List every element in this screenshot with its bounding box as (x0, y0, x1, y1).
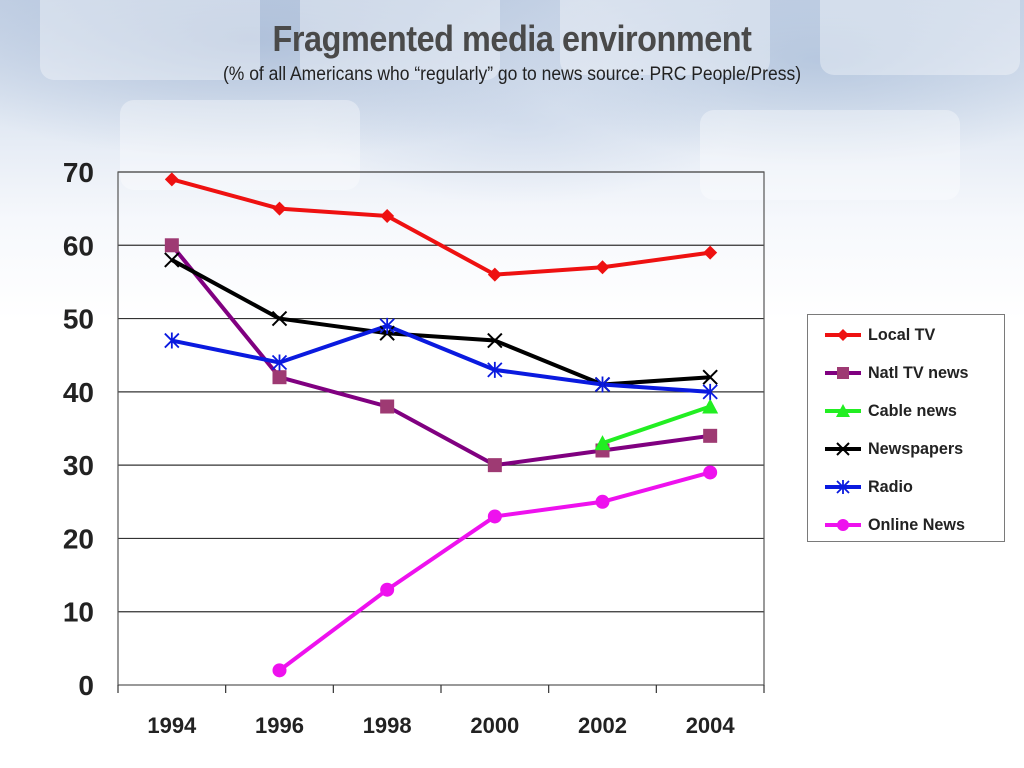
y-tick-label: 40 (63, 377, 94, 408)
data-point-newspapers (487, 332, 503, 349)
data-point-local-tv (272, 201, 287, 216)
plot-area-frame (117, 171, 765, 686)
y-tick-label: 70 (63, 157, 94, 188)
data-point-online-news (272, 663, 287, 678)
legend-label: Newspapers (868, 439, 964, 458)
y-tick-label: 20 (63, 523, 94, 554)
legend-marker (836, 442, 850, 456)
data-point-newspapers (271, 310, 288, 327)
keyboard-key-shape (120, 100, 360, 190)
legend-label: Local TV (868, 325, 936, 344)
legend-swatch (825, 519, 861, 531)
legend-item-natl-tv-news: Natl TV news (808, 358, 1006, 388)
data-point-natl-tv-news (272, 370, 287, 385)
series-line-natl-tv-news (170, 244, 711, 468)
data-point-radio (702, 383, 718, 400)
data-point-cable-news (702, 398, 719, 414)
data-point-local-tv (164, 172, 179, 187)
slide-subtitle: (% of all Americans who “regularly” go t… (222, 64, 802, 85)
legend-marker (836, 404, 850, 417)
legend-label: Radio (868, 477, 913, 496)
legend-marker (837, 329, 849, 341)
data-point-radio (379, 317, 395, 334)
y-tick-label: 0 (78, 670, 94, 701)
data-point-online-news (487, 509, 502, 524)
series-line-newspapers (170, 258, 711, 387)
y-tick-label: 30 (63, 450, 94, 481)
legend-item-online-news: Online News (808, 510, 1006, 540)
legend-label: Online News (868, 515, 965, 534)
chart-legend: Local TV Natl TV news Cable news Newspapers… (807, 314, 1005, 542)
keyboard-key-shape (40, 0, 260, 80)
legend-label: Natl TV news (868, 363, 969, 382)
data-point-natl-tv-news (164, 238, 179, 253)
keyboard-key-shape (820, 0, 1020, 75)
data-point-newspapers (702, 369, 718, 385)
legend-item-radio: Radio (808, 472, 1006, 502)
data-point-online-news (595, 494, 610, 509)
data-point-local-tv (380, 208, 395, 223)
data-point-online-news (703, 465, 718, 480)
x-tick-label: 2004 (686, 713, 736, 738)
data-point-radio (164, 332, 180, 349)
data-point-radio (594, 376, 611, 393)
legend-swatch (825, 442, 861, 456)
data-point-natl-tv-news (703, 428, 718, 443)
keyboard-key-shape (300, 0, 500, 80)
keyboard-key-shape (560, 0, 770, 75)
series-line-online-news (278, 470, 711, 672)
x-tick-label: 1998 (363, 713, 412, 738)
y-tick-label: 10 (63, 597, 94, 628)
y-tick-label: 50 (63, 304, 94, 335)
data-point-natl-tv-news (487, 458, 502, 473)
slide-title: Fragmented media environment (272, 18, 752, 59)
data-point-local-tv (487, 267, 502, 282)
legend-swatch (825, 404, 861, 417)
y-tick-label: 60 (63, 230, 94, 261)
series-line-cable-news (601, 404, 711, 446)
legend-item-local-tv: Local TV (808, 320, 1006, 350)
series-line-local-tv (171, 177, 711, 277)
legend-swatch (825, 480, 861, 494)
legend-item-newspapers: Newspapers (808, 434, 1006, 464)
data-point-local-tv (595, 260, 610, 275)
x-tick-label: 2002 (578, 713, 627, 738)
data-point-cable-news (594, 435, 611, 451)
data-point-radio (487, 361, 503, 378)
data-point-newspapers (164, 252, 180, 268)
x-tick-label: 2000 (470, 713, 519, 738)
data-point-local-tv (703, 245, 718, 260)
x-tick-label: 1996 (255, 713, 304, 738)
series-line-radio (171, 323, 711, 394)
legend-swatch (825, 367, 861, 379)
keyboard-key-shape (700, 110, 960, 200)
legend-item-cable-news: Cable news (808, 396, 1006, 426)
legend-label: Cable news (868, 401, 957, 420)
legend-swatch (825, 329, 861, 341)
data-point-online-news (380, 582, 395, 597)
data-point-natl-tv-news (380, 399, 395, 414)
data-point-radio (271, 354, 288, 371)
x-tick-label: 1994 (147, 713, 197, 738)
legend-marker (837, 519, 849, 531)
legend-marker (837, 367, 849, 379)
legend-marker (836, 480, 850, 494)
